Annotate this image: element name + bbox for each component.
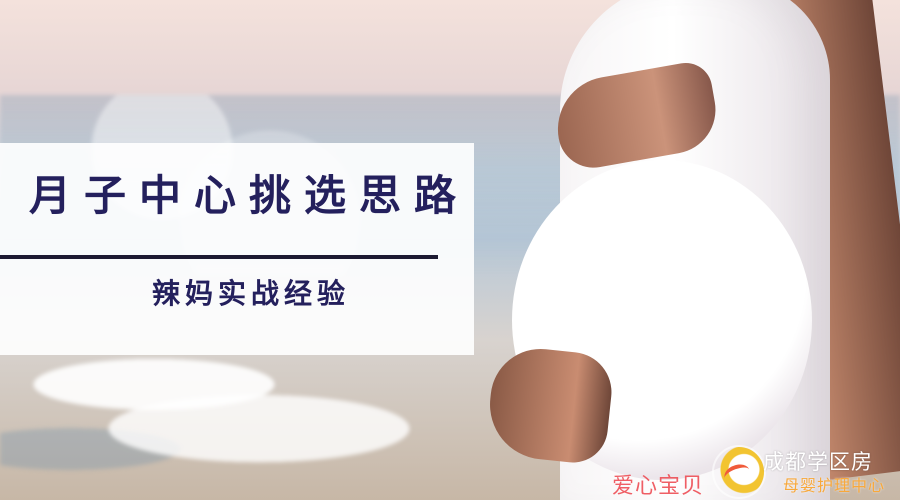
title-divider [0,255,438,259]
main-title: 月子中心挑选思路 [28,171,469,220]
left-watermark-text: 爱心宝贝 [612,474,705,499]
title-card: 月子中心挑选思路 辣妈实战经验 [0,143,474,355]
brand-subtitle: 母婴护理中心 [783,476,886,495]
pregnant-woman-illustration [484,0,900,500]
brand-logo-icon [714,447,764,497]
subtitle: 辣妈实战经验 [151,277,350,310]
brand-name: 成都学区房 [763,450,873,474]
brand-watermark: 成都学区房 母婴护理中心 [763,446,900,500]
lower-hand-shape [484,344,616,466]
